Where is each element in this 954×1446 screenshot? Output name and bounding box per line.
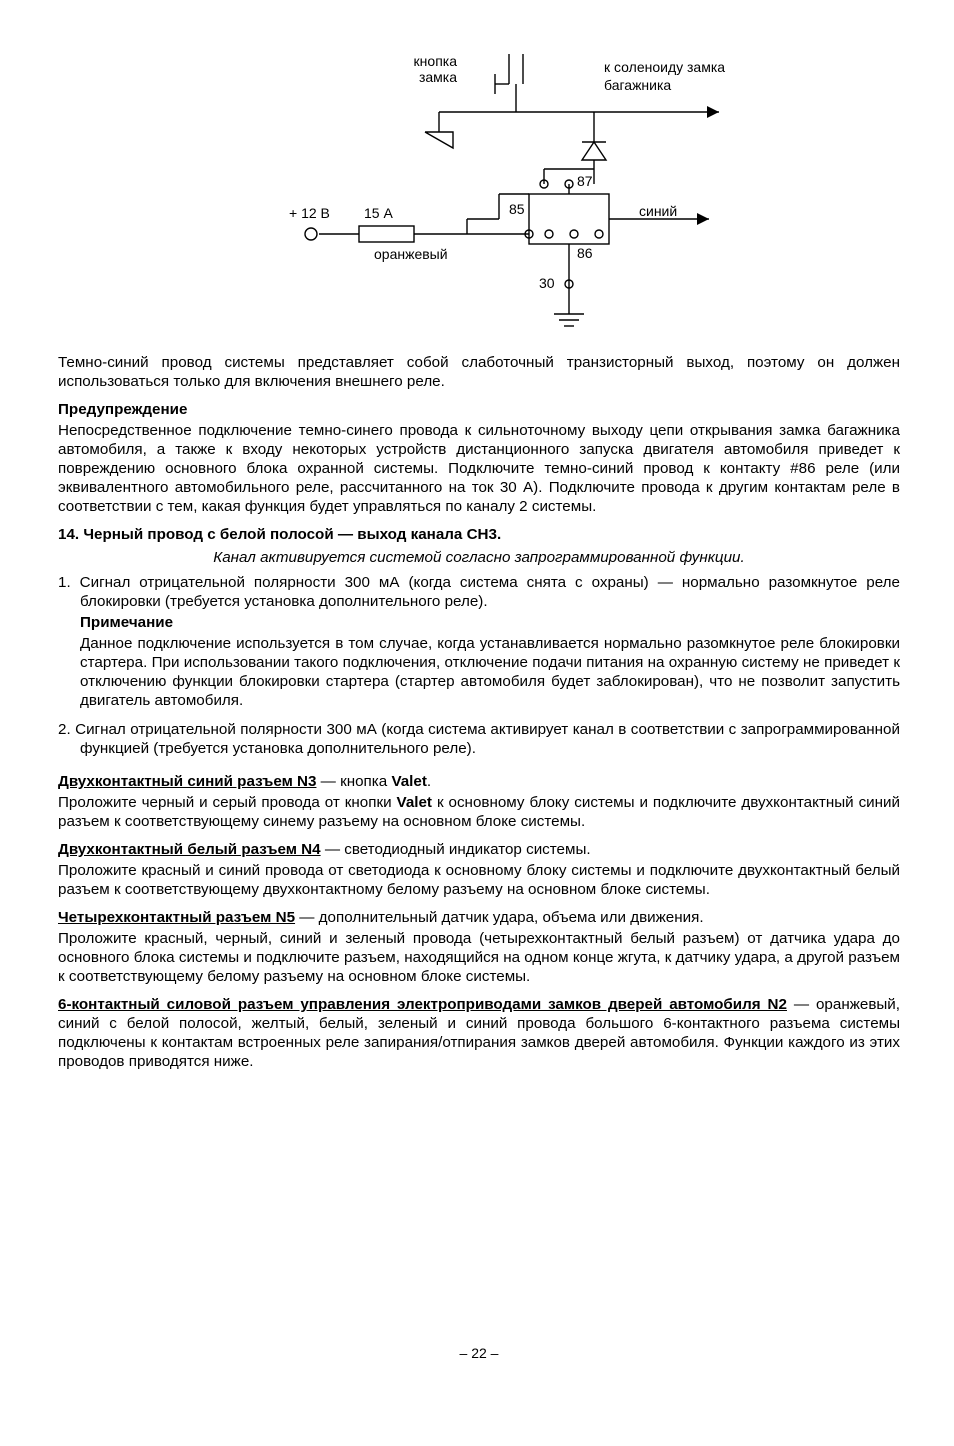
section14-item1: 1. Сигнал отрицательной полярности 300 м… bbox=[58, 573, 900, 611]
connector-n3-body-bold: Valet bbox=[397, 794, 432, 811]
diagram-label-orange: оранжевый bbox=[374, 246, 448, 262]
diagram-label-button-2: замка bbox=[419, 69, 457, 85]
connector-n5-body: Проложите красный, черный, синий и зелен… bbox=[58, 929, 900, 986]
connector-n3-title-pre: — кнопка bbox=[316, 773, 391, 790]
section14-subtitle: Канал активируется системой согласно зап… bbox=[58, 548, 900, 567]
item1-number: 1. bbox=[58, 574, 71, 591]
connector-n5-title-u: Четырехконтактный разъем N5 bbox=[58, 909, 295, 926]
connector-n4-title-u: Двухконтактный белый разъем N4 bbox=[58, 841, 321, 858]
diagram-label-solenoid-2: багажника bbox=[604, 77, 671, 93]
item2-lead: Сигнал отрицательной полярности 300 мА (… bbox=[75, 721, 900, 757]
connector-n3-title-post: . bbox=[427, 773, 431, 790]
intro-paragraph: Темно-синий провод системы представляет … bbox=[58, 353, 900, 391]
section14-item2: 2. Сигнал отрицательной полярности 300 м… bbox=[58, 720, 900, 758]
diagram-label-87: 87 bbox=[577, 173, 593, 189]
diagram-label-blue: синий bbox=[639, 203, 677, 219]
connector-n4-title-rest: — светодиодный индикатор системы. bbox=[321, 841, 591, 858]
relay-wiring-diagram: кнопка замка к соленоиду замка багажника… bbox=[58, 54, 900, 339]
item1-note-body: Данное подключение используется в том сл… bbox=[58, 634, 900, 710]
connector-n3-body-pre: Проложите черный и серый провода от кноп… bbox=[58, 794, 397, 811]
connector-n4-title: Двухконтактный белый разъем N4 — светоди… bbox=[58, 840, 900, 859]
connector-n4-body: Проложите красный и синий провода от све… bbox=[58, 861, 900, 899]
connector-n3-body: Проложите черный и серый провода от кноп… bbox=[58, 793, 900, 831]
diagram-label-12v: + 12 В bbox=[289, 205, 330, 221]
diagram-label-button-1: кнопка bbox=[414, 54, 458, 69]
diagram-label-solenoid-1: к соленоиду замка bbox=[604, 59, 725, 75]
connector-n3-title: Двухконтактный синий разъем N3 — кнопка … bbox=[58, 772, 900, 791]
diagram-label-30: 30 bbox=[539, 275, 555, 291]
connector-n5-title: Четырехконтактный разъем N5 — дополнител… bbox=[58, 908, 900, 927]
connector-n3-title-u: Двухконтактный синий разъем N3 bbox=[58, 773, 316, 790]
item1-note-title: Примечание bbox=[58, 613, 900, 632]
diagram-label-86: 86 bbox=[577, 245, 593, 261]
item1-lead: Сигнал отрицательной полярности 300 мА (… bbox=[80, 574, 900, 610]
diagram-label-85: 85 bbox=[509, 201, 525, 217]
warning-title: Предупреждение bbox=[58, 400, 900, 419]
section14-title: 14. Черный провод с белой полосой — выхо… bbox=[58, 525, 900, 544]
item2-number: 2. bbox=[58, 721, 71, 738]
connector-n3-title-bold: Valet bbox=[391, 773, 426, 790]
connector-n2: 6-контактный силовой разъем управления э… bbox=[58, 995, 900, 1071]
connector-n5-title-rest: — дополнительный датчик удара, объема ил… bbox=[295, 909, 704, 926]
warning-body: Непосредственное подключение темно-синег… bbox=[58, 421, 900, 516]
connector-n2-title-u: 6-контактный силовой разъем управления э… bbox=[58, 996, 787, 1013]
diagram-label-fuse: 15 А bbox=[364, 205, 393, 221]
page-number: – 22 – bbox=[58, 1345, 900, 1363]
